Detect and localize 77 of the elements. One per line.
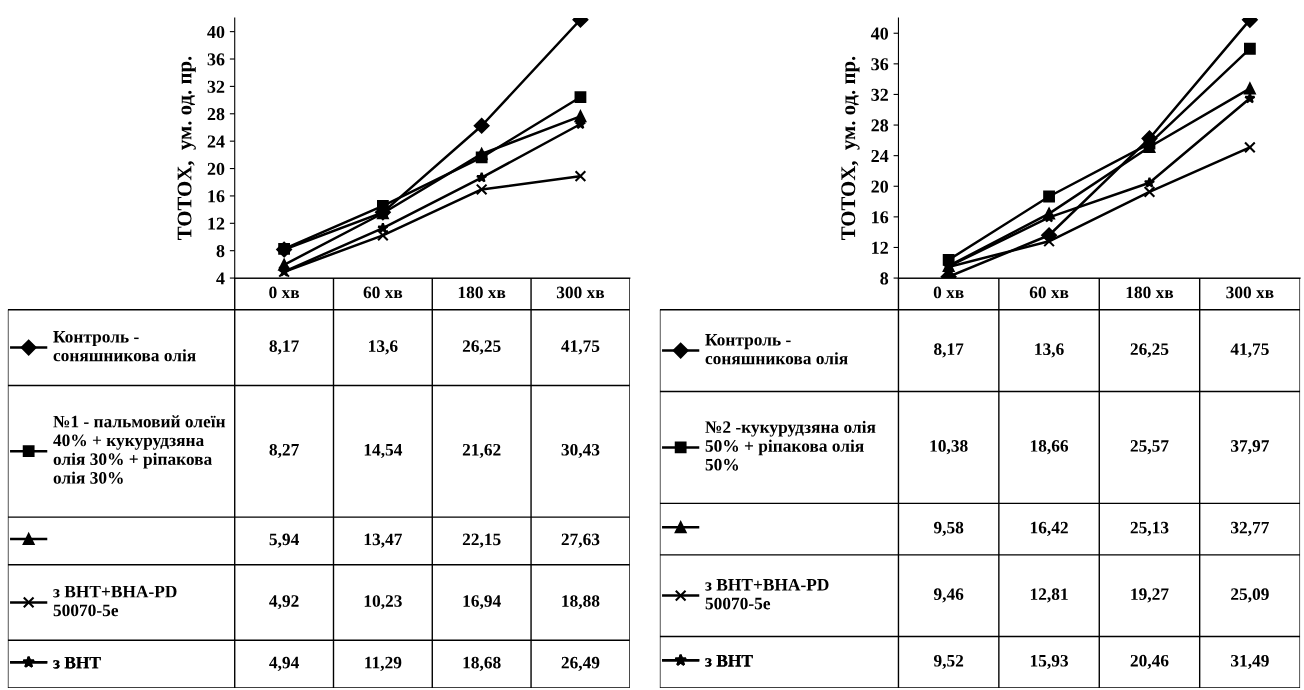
- y-tick-label: 24: [871, 149, 889, 162]
- data-label: 10,38: [930, 440, 968, 455]
- y-tick-label: 24: [207, 135, 225, 148]
- y-tick-label: 40: [870, 27, 889, 40]
- data-label: 26,49: [561, 656, 600, 671]
- x-tick-label: 0 хв: [933, 286, 964, 299]
- data-label: 22,15: [462, 533, 501, 548]
- data-label: 13,6: [1035, 343, 1064, 358]
- y-tick-label: 32: [207, 80, 225, 93]
- x-tick-label: 60 хв: [363, 286, 403, 299]
- data-label: 31,49: [1231, 654, 1269, 670]
- y-tick-label: 16: [872, 211, 889, 224]
- data-label: 18,68: [463, 656, 501, 671]
- x-tick-label: 180 хв: [1126, 286, 1174, 299]
- data-label: 4,94: [269, 656, 299, 671]
- y-tick-label: 16: [208, 190, 225, 203]
- data-label: 18,88: [562, 595, 600, 610]
- y-axis-title: TOTOX, ум. од. пр.: [841, 56, 860, 240]
- data-label: 27,63: [561, 533, 600, 548]
- legend-label: №2 -кукурудзяна олія 50% + ріпакова олія 50%: [705, 420, 876, 471]
- legend-label: з BHT+BHA-PD 50070-5e: [53, 585, 177, 617]
- legend-label: з BHT: [53, 656, 101, 669]
- data-label: 16,42: [1030, 521, 1068, 536]
- y-tick-label: 20: [207, 162, 225, 175]
- data-label: 21,62: [462, 443, 501, 459]
- y-tick-label: 20: [871, 180, 889, 193]
- data-label: 12,81: [1030, 588, 1068, 603]
- y-tick-label: 4: [216, 272, 225, 285]
- data-label: 9,52: [933, 654, 964, 670]
- y-tick-label: 28: [207, 108, 225, 121]
- y-tick-label: 12: [208, 217, 225, 230]
- data-label: 15,93: [1030, 654, 1069, 670]
- legend-label: Контроль - соняшникова олія: [705, 334, 848, 365]
- legend-label: Контроль - соняшникова олія: [53, 331, 196, 362]
- data-label: 4,92: [269, 595, 299, 610]
- y-tick-label: 8: [216, 244, 225, 258]
- data-label: 13,47: [364, 533, 402, 548]
- data-label: 9,46: [933, 588, 964, 603]
- x-tick-label: 300 хв: [556, 286, 605, 299]
- data-label: 19,27: [1131, 588, 1169, 603]
- data-label: 30,43: [561, 443, 600, 459]
- y-tick-label: 28: [871, 119, 889, 132]
- data-label: 8,17: [934, 343, 964, 358]
- x-tick-label: 60 хв: [1029, 286, 1069, 299]
- data-label: 10,23: [364, 595, 402, 610]
- data-label: 26,25: [462, 340, 501, 355]
- data-label: 8,17: [269, 340, 299, 355]
- data-label: 8,27: [269, 443, 299, 459]
- y-tick-label: 32: [871, 88, 888, 101]
- x-tick-label: 0 хв: [269, 286, 300, 299]
- data-label: 20,46: [1130, 654, 1169, 670]
- data-label: 41,75: [1230, 343, 1269, 358]
- y-axis-title: TOTOX, ум. од. пр.: [177, 56, 196, 240]
- data-label: 13,6: [369, 340, 398, 355]
- x-tick-label: 300 хв: [1226, 286, 1274, 299]
- data-label: 41,75: [561, 340, 600, 355]
- x-tick-label: 180 хв: [458, 286, 506, 299]
- data-label: 25,09: [1231, 588, 1269, 603]
- y-tick-label: 12: [872, 241, 888, 254]
- data-label: 37,97: [1231, 440, 1269, 455]
- data-label: 26,25: [1130, 343, 1169, 358]
- data-label: 9,58: [933, 521, 964, 536]
- data-label: 18,66: [1030, 440, 1069, 455]
- y-tick-label: 8: [880, 272, 889, 285]
- data-label: 25,13: [1130, 521, 1169, 536]
- legend-label: з BHT+BHA-PD 50070-5e: [705, 579, 829, 610]
- y-tick-label: 36: [871, 58, 889, 71]
- data-label: 5,94: [269, 533, 299, 548]
- data-label: 32,77: [1231, 521, 1269, 536]
- legend-label: №1 - пальмовий олеїн 40% + кукурудзяна олія 30% + ріпакова олія 30%: [53, 415, 226, 484]
- y-tick-label: 36: [207, 53, 225, 66]
- data-label: 16,94: [463, 595, 501, 610]
- data-label: 25,57: [1130, 440, 1169, 455]
- data-label: 14,54: [364, 443, 403, 459]
- legend-label: з BHT: [705, 655, 753, 667]
- data-label: 11,29: [365, 656, 402, 671]
- y-tick-label: 40: [207, 25, 225, 39]
